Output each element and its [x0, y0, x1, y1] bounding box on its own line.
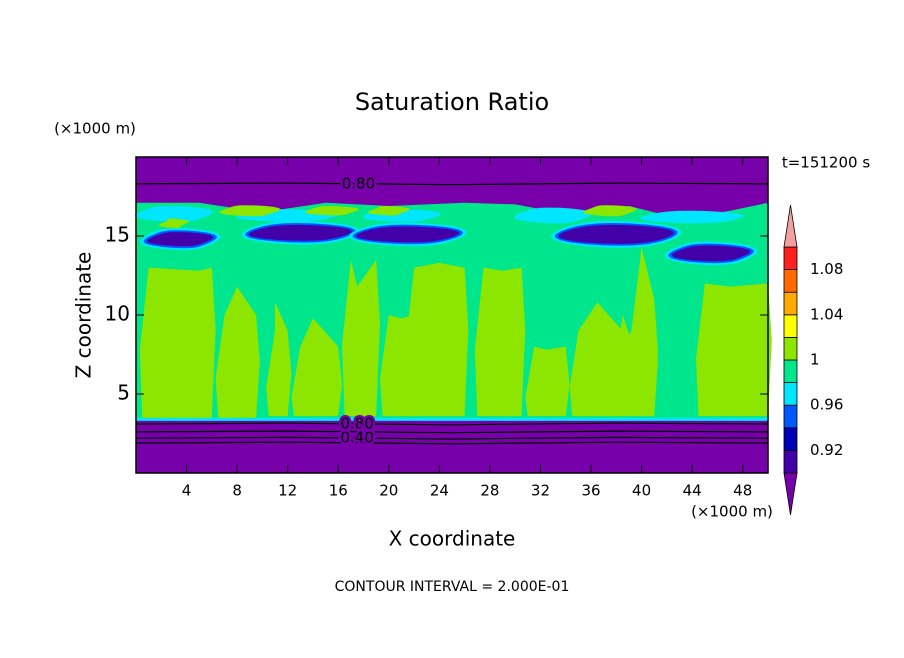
x-units: (×1000 m): [691, 503, 773, 521]
footer: CONTOUR INTERVAL = 2.000E-01: [335, 579, 570, 595]
colorbar-box: [783, 359, 798, 384]
y-tick-label: 15: [105, 223, 130, 247]
contour-region: [525, 346, 570, 417]
contour-region: [474, 267, 526, 417]
colorbar-over: [783, 204, 798, 248]
contour-region: [134, 206, 214, 222]
colorbar-tick-label: 0.96: [810, 396, 843, 414]
contour-region: [640, 210, 744, 224]
colorbar-under: [783, 472, 798, 516]
colorbar-box: [783, 336, 798, 361]
contour-region: [215, 286, 260, 418]
colorbar-box: [783, 382, 798, 406]
contour-region: [248, 224, 352, 241]
colorbar-tick-label: 1.08: [810, 260, 843, 278]
contour-region: [613, 315, 658, 417]
contour-region: [569, 302, 627, 417]
chart-title: Saturation Ratio: [355, 88, 549, 116]
x-tick-label: 28: [480, 482, 499, 500]
x-tick-label: 24: [430, 482, 449, 500]
x-tick-label: 16: [329, 482, 348, 500]
x-tick-label: 44: [683, 482, 702, 500]
contour-region: [558, 224, 674, 244]
x-tick-label: 12: [278, 482, 297, 500]
colorbar-box: [783, 404, 798, 429]
contour-region: [513, 207, 593, 224]
axes: 4 8 12 16 20 24 28 32 36 40 44 48510150.920.9611.04…: [105, 156, 843, 516]
contour-region: [582, 205, 638, 217]
colorbar-box: [783, 449, 798, 474]
x-tick-label: 20: [379, 482, 398, 500]
colorbar-box: [783, 427, 798, 451]
contour-region: [671, 245, 751, 262]
x-axis-label: X coordinate: [389, 527, 516, 551]
contour-region: [136, 422, 768, 473]
contour-region: [219, 205, 281, 217]
x-tick-label: 4: [182, 482, 192, 500]
contour-region: [405, 262, 469, 417]
contour-label: 0.80: [340, 415, 373, 433]
contour-label: 0.40: [340, 429, 373, 447]
colorbar-tick-label: 1.04: [810, 305, 843, 323]
contour-region: [139, 267, 216, 418]
contour-region: [159, 218, 189, 229]
contour-region: [136, 157, 768, 203]
colorbar-box: [783, 246, 798, 271]
x-tick-label: 32: [531, 482, 550, 500]
contour-label: 0.80: [342, 174, 375, 192]
contour-region: [291, 318, 342, 417]
colorbar-tick-label: 1: [810, 351, 820, 369]
y-axis-label: Z coordinate: [72, 252, 96, 379]
colorbar-box: [783, 314, 798, 338]
contour-region: [367, 206, 410, 216]
time-label: t=151200 s: [782, 154, 870, 172]
contour-region: [147, 232, 214, 247]
contour-line: [135, 430, 769, 434]
contour-line: [135, 182, 769, 186]
contour-line: [135, 436, 769, 440]
contour-region: [266, 302, 292, 417]
contour-region: [342, 259, 380, 417]
y-units: (×1000 m): [54, 120, 136, 138]
contour-field: 0.800.800.40: [134, 157, 772, 473]
contour-region: [696, 283, 772, 417]
x-tick-label: 48: [733, 482, 752, 500]
x-tick-label: 40: [632, 482, 651, 500]
x-tick-label: 8: [232, 482, 242, 500]
colorbar-box: [783, 269, 798, 293]
contour-region: [356, 226, 460, 243]
x-tick-label: 36: [581, 482, 600, 500]
y-tick-label: 10: [105, 302, 130, 326]
y-tick-label: 5: [117, 381, 130, 405]
contour-line: [135, 422, 769, 426]
contour-line: [135, 441, 769, 445]
colorbar-box: [783, 291, 798, 316]
colorbar-tick-label: 0.92: [810, 441, 843, 459]
contour-region: [304, 206, 359, 216]
